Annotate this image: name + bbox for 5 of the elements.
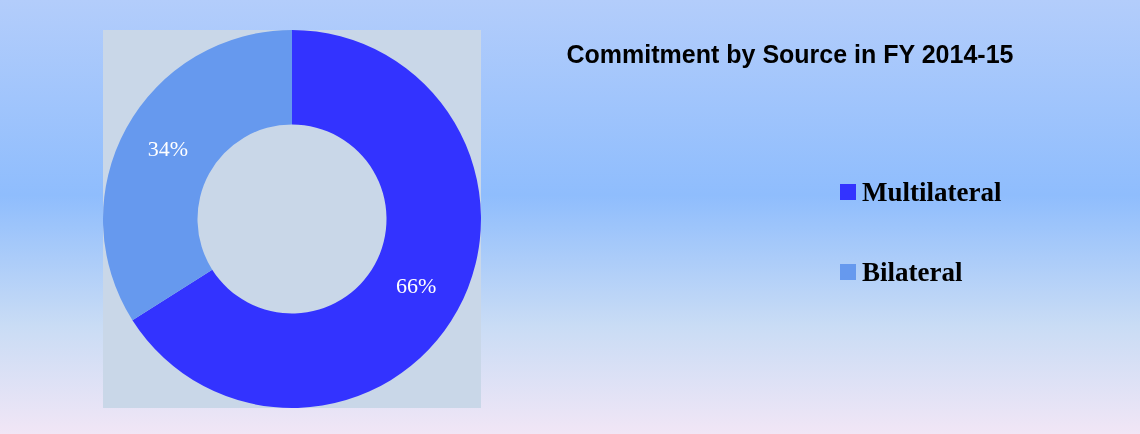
- data-label: 34%: [147, 136, 188, 162]
- data-label: 66%: [396, 273, 437, 299]
- chart-title: Commitment by Source in FY 2014-15: [565, 40, 1015, 69]
- legend-label: Bilateral: [862, 256, 963, 288]
- legend-label: Multilateral: [862, 176, 1002, 208]
